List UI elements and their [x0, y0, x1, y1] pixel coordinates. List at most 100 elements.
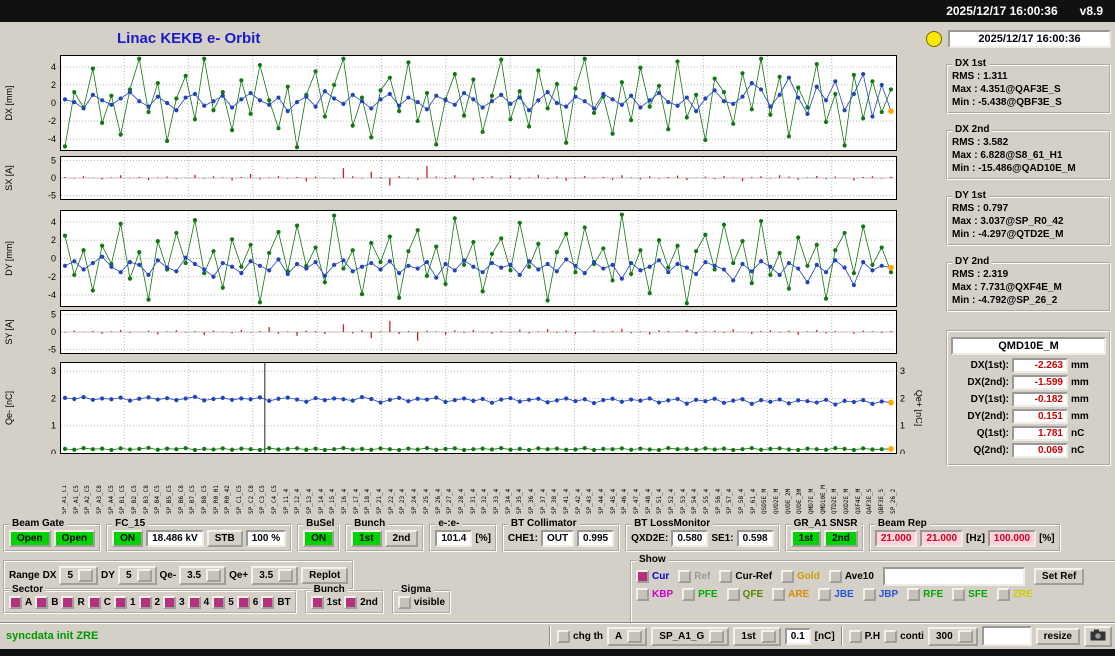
- show-sfe-checkbox[interactable]: [952, 588, 966, 601]
- svg-text:-4: -4: [48, 290, 56, 300]
- rate-select[interactable]: 300: [927, 626, 978, 646]
- show-zre-checkbox[interactable]: [996, 588, 1010, 601]
- range-dy-select[interactable]: 5: [117, 566, 157, 585]
- resize-button[interactable]: resize: [1035, 627, 1080, 645]
- stats-dy-2nd-title: DY 2nd: [952, 256, 993, 267]
- chg-th-checkbox[interactable]: [557, 629, 571, 643]
- beam-rep-value-1: 21.000: [874, 530, 918, 547]
- readout-unit: mm: [1071, 411, 1089, 422]
- sector-1-checkbox[interactable]: [113, 596, 127, 609]
- show-rfe-checkbox[interactable]: [907, 588, 921, 601]
- sector-a-checkbox[interactable]: [9, 596, 22, 609]
- bunch-1st-button[interactable]: 1st: [351, 530, 382, 547]
- bunch-filter-group: Bunch 1st 2nd: [304, 584, 384, 614]
- che1-label: CHE1:: [507, 533, 538, 544]
- beam-gate-open-button-1[interactable]: Open: [9, 530, 51, 547]
- show-zre-label: ZRE: [1012, 589, 1033, 600]
- che1-state: OUT: [540, 530, 575, 547]
- show-kbp-checkbox[interactable]: [636, 588, 649, 601]
- readout-label: DY(1st):: [970, 394, 1009, 405]
- ph-checkbox[interactable]: [848, 629, 862, 643]
- bunch-select[interactable]: 1st: [733, 626, 781, 646]
- beam-rep-percent-unit: [%]: [1039, 533, 1055, 544]
- sector-5-label: 5: [228, 597, 234, 608]
- svg-text:-5: -5: [48, 191, 56, 201]
- gr-a1-2nd-button[interactable]: 2nd: [824, 530, 858, 547]
- svg-text:DX [mm]: DX [mm]: [4, 86, 14, 121]
- readout-value: 1.781: [1012, 426, 1068, 441]
- sector-bt-checkbox[interactable]: [261, 596, 275, 609]
- sector-4-checkbox[interactable]: [187, 596, 201, 609]
- bunch-1st-checkbox[interactable]: [310, 596, 324, 609]
- stat-min: Min : -15.486@QAD10E_M: [952, 163, 1076, 174]
- svg-text:3: 3: [900, 366, 905, 376]
- show-jbp-checkbox[interactable]: [862, 588, 876, 601]
- dx-orbit-plot: -4 -2 0 2 4 DX [mm]: [0, 55, 922, 151]
- range-qem-select[interactable]: 3.5: [179, 566, 227, 585]
- gr-a1-1st-button[interactable]: 1st: [790, 530, 822, 547]
- sector-3-label: 3: [179, 597, 185, 608]
- svg-text:4: 4: [51, 217, 56, 227]
- show-gold-checkbox[interactable]: [781, 570, 795, 583]
- ref-name-input[interactable]: [882, 567, 1025, 586]
- titlebar-datetime: 2025/12/17 16:00:36: [946, 4, 1058, 18]
- readout-label: DX(1st):: [970, 360, 1009, 371]
- screenshot-button[interactable]: [1084, 625, 1112, 647]
- show-ref-checkbox[interactable]: [678, 570, 692, 583]
- ph-label: P.H: [864, 630, 881, 642]
- chevron-down-icon: [136, 569, 152, 582]
- fc15-kv-value: 18.486 kV: [146, 530, 204, 547]
- sector-c-checkbox[interactable]: [87, 596, 101, 609]
- show-group: Show Cur Ref Cur-Ref Gold Ave10 Set Ref …: [630, 554, 1115, 624]
- stat-max: Max : 4.351@QAF3E_S: [952, 84, 1061, 95]
- sector-select[interactable]: A: [607, 626, 648, 646]
- replot-button[interactable]: Replot: [301, 567, 349, 584]
- chevron-down-icon: [627, 629, 643, 643]
- set-ref-button[interactable]: Set Ref: [1033, 568, 1085, 585]
- stat-rms: RMS : 2.319: [952, 269, 1009, 280]
- sector-2-checkbox[interactable]: [138, 596, 152, 609]
- sector-bt-label: BT: [277, 597, 291, 608]
- readout-value: 0.151: [1012, 409, 1068, 424]
- bunch-2nd-button[interactable]: 2nd: [384, 530, 419, 547]
- range-dx-select[interactable]: 5: [59, 566, 99, 585]
- svg-text:3: 3: [51, 366, 56, 376]
- fc15-stb-button[interactable]: STB: [206, 530, 243, 547]
- stat-max: Max : 6.828@S8_61_H1: [952, 150, 1063, 161]
- show-ave10-checkbox[interactable]: [828, 570, 842, 583]
- sector-r-checkbox[interactable]: [61, 596, 75, 609]
- fc15-on-button[interactable]: ON: [112, 530, 144, 547]
- ee-ratio-group: e-:e- 101.4 [%]: [429, 518, 497, 552]
- show-pfe-checkbox[interactable]: [682, 588, 696, 601]
- readout-label: Q(2nd):: [973, 445, 1009, 456]
- show-cur-ref-checkbox[interactable]: [719, 570, 733, 583]
- count-input[interactable]: [981, 626, 1032, 646]
- sy-steering-plot: 5 0 -5 SY [A]: [0, 310, 922, 355]
- sector-5-checkbox[interactable]: [212, 596, 226, 609]
- beam-gate-open-button-2[interactable]: Open: [53, 530, 96, 547]
- sector-3-checkbox[interactable]: [163, 596, 177, 609]
- sector-b-checkbox[interactable]: [35, 596, 49, 609]
- show-gold-label: Gold: [797, 571, 820, 582]
- busel-on-button[interactable]: ON: [303, 530, 335, 547]
- show-qfe-checkbox[interactable]: [726, 588, 740, 601]
- run-status-lamp-icon: [926, 31, 942, 47]
- show-cur-checkbox[interactable]: [636, 570, 649, 583]
- threshold-input[interactable]: 0.1: [784, 627, 811, 645]
- bunch-filter-group-label: Bunch: [310, 584, 348, 595]
- show-are-checkbox[interactable]: [772, 588, 786, 601]
- svg-text:SX [A]: SX [A]: [4, 165, 14, 191]
- device-select[interactable]: SP_A1_G: [651, 626, 730, 646]
- sector-group: Sector A B R C 1 2 3 4 5 6 BT: [3, 584, 297, 614]
- sigma-visible-checkbox[interactable]: [397, 596, 411, 609]
- show-ref-label: Ref: [694, 571, 711, 582]
- conti-checkbox[interactable]: [884, 629, 898, 643]
- show-ave10-label: Ave10: [844, 571, 874, 582]
- acquisition-time: 2025/12/17 16:00:36: [948, 30, 1111, 48]
- bunch-2nd-checkbox[interactable]: [344, 596, 358, 609]
- show-jbe-checkbox[interactable]: [818, 588, 832, 601]
- range-qep-select[interactable]: 3.5: [251, 566, 299, 585]
- sector-6-checkbox[interactable]: [236, 596, 250, 609]
- bunch-2nd-label: 2nd: [360, 597, 378, 608]
